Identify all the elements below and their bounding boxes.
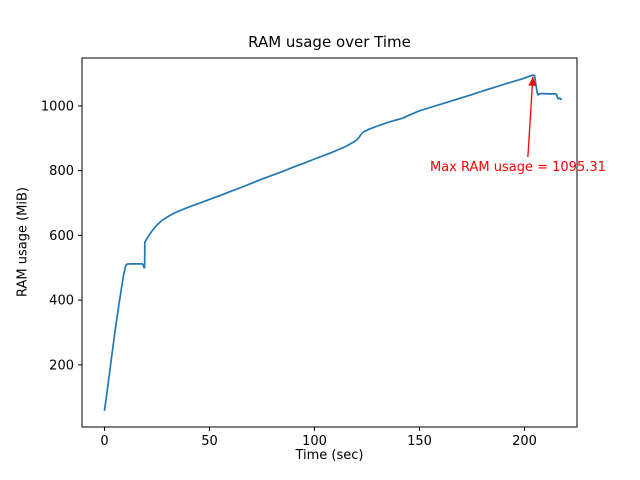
y-tick-label-0: 200 bbox=[49, 358, 74, 373]
y-tick-label-1: 400 bbox=[49, 294, 74, 309]
y-tick-label-2: 600 bbox=[49, 229, 74, 244]
chart-title: RAM usage over Time bbox=[248, 33, 411, 51]
y-tick-label-4: 1000 bbox=[41, 99, 74, 114]
x-tick-label-1: 50 bbox=[201, 434, 218, 449]
axes-spines bbox=[81, 57, 578, 428]
max-ram-annotation: Max RAM usage = 1095.31 bbox=[430, 160, 606, 175]
max-ram-arrow-shaft bbox=[527, 76, 534, 158]
ram-usage-line bbox=[103, 74, 563, 412]
x-tick-label-2: 100 bbox=[302, 434, 327, 449]
x-tick-label-3: 150 bbox=[407, 434, 432, 449]
x-tick-label-4: 200 bbox=[512, 434, 537, 449]
y-tick-label-3: 800 bbox=[49, 164, 74, 179]
x-tick-label-0: 0 bbox=[100, 434, 108, 449]
x-axis-label: Time (sec) bbox=[295, 448, 364, 463]
y-axis-label: RAM usage (MiB) bbox=[15, 187, 31, 297]
max-ram-arrow-head bbox=[528, 76, 537, 87]
